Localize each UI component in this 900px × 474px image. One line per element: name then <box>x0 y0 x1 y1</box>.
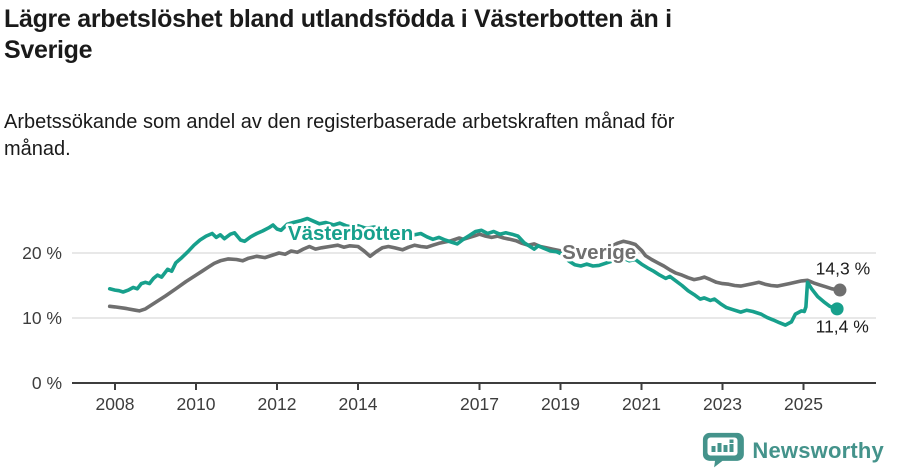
title-line-2: Sverige <box>4 36 93 64</box>
newsworthy-logo-text: Newsworthy <box>752 438 884 463</box>
x-axis-tick-label: 2012 <box>258 394 297 414</box>
series-line-västerbotten <box>107 216 839 327</box>
newsworthy-logo-icon <box>703 432 745 468</box>
series-end-dot-sverige <box>833 283 847 297</box>
subtitle-line-1: Arbetssökande som andel av den registerb… <box>4 111 675 133</box>
x-axis-tick-label: 2008 <box>96 394 135 414</box>
y-axis-tick-label: 10 % <box>22 308 62 328</box>
title-line-1: Lägre arbetslöshet bland utlandsfödda i … <box>4 5 672 33</box>
series-end-dot-västerbotten <box>830 302 844 316</box>
chart-subtitle: Arbetssökande som andel av den registerb… <box>4 109 890 163</box>
series-label-västerbotten: Västerbotten <box>288 222 413 245</box>
x-axis-tick-label: 2010 <box>177 394 216 414</box>
x-axis-tick-label: 2017 <box>460 394 499 414</box>
page-title: Lägre arbetslöshet bland utlandsfödda i … <box>4 4 890 66</box>
series-end-value-label-sverige: 14,3 % <box>816 258 870 278</box>
series-line-sverige <box>107 232 842 313</box>
y-axis-tick-label: 0 % <box>32 373 62 393</box>
x-axis-tick-label: 2023 <box>703 394 742 414</box>
series-label-sverige: Sverige <box>562 241 636 264</box>
x-axis-tick-label: 2014 <box>339 394 378 414</box>
series-end-value-label-västerbotten: 11,4 % <box>816 316 869 336</box>
x-axis-tick-label: 2019 <box>541 394 580 414</box>
subtitle-line-2: månad. <box>4 138 71 160</box>
newsworthy-logo[interactable]: Newsworthy <box>701 432 884 470</box>
y-axis-tick-label: 20 % <box>22 243 62 263</box>
x-axis-tick-label: 2025 <box>784 394 823 414</box>
x-axis-tick-label: 2021 <box>622 394 661 414</box>
